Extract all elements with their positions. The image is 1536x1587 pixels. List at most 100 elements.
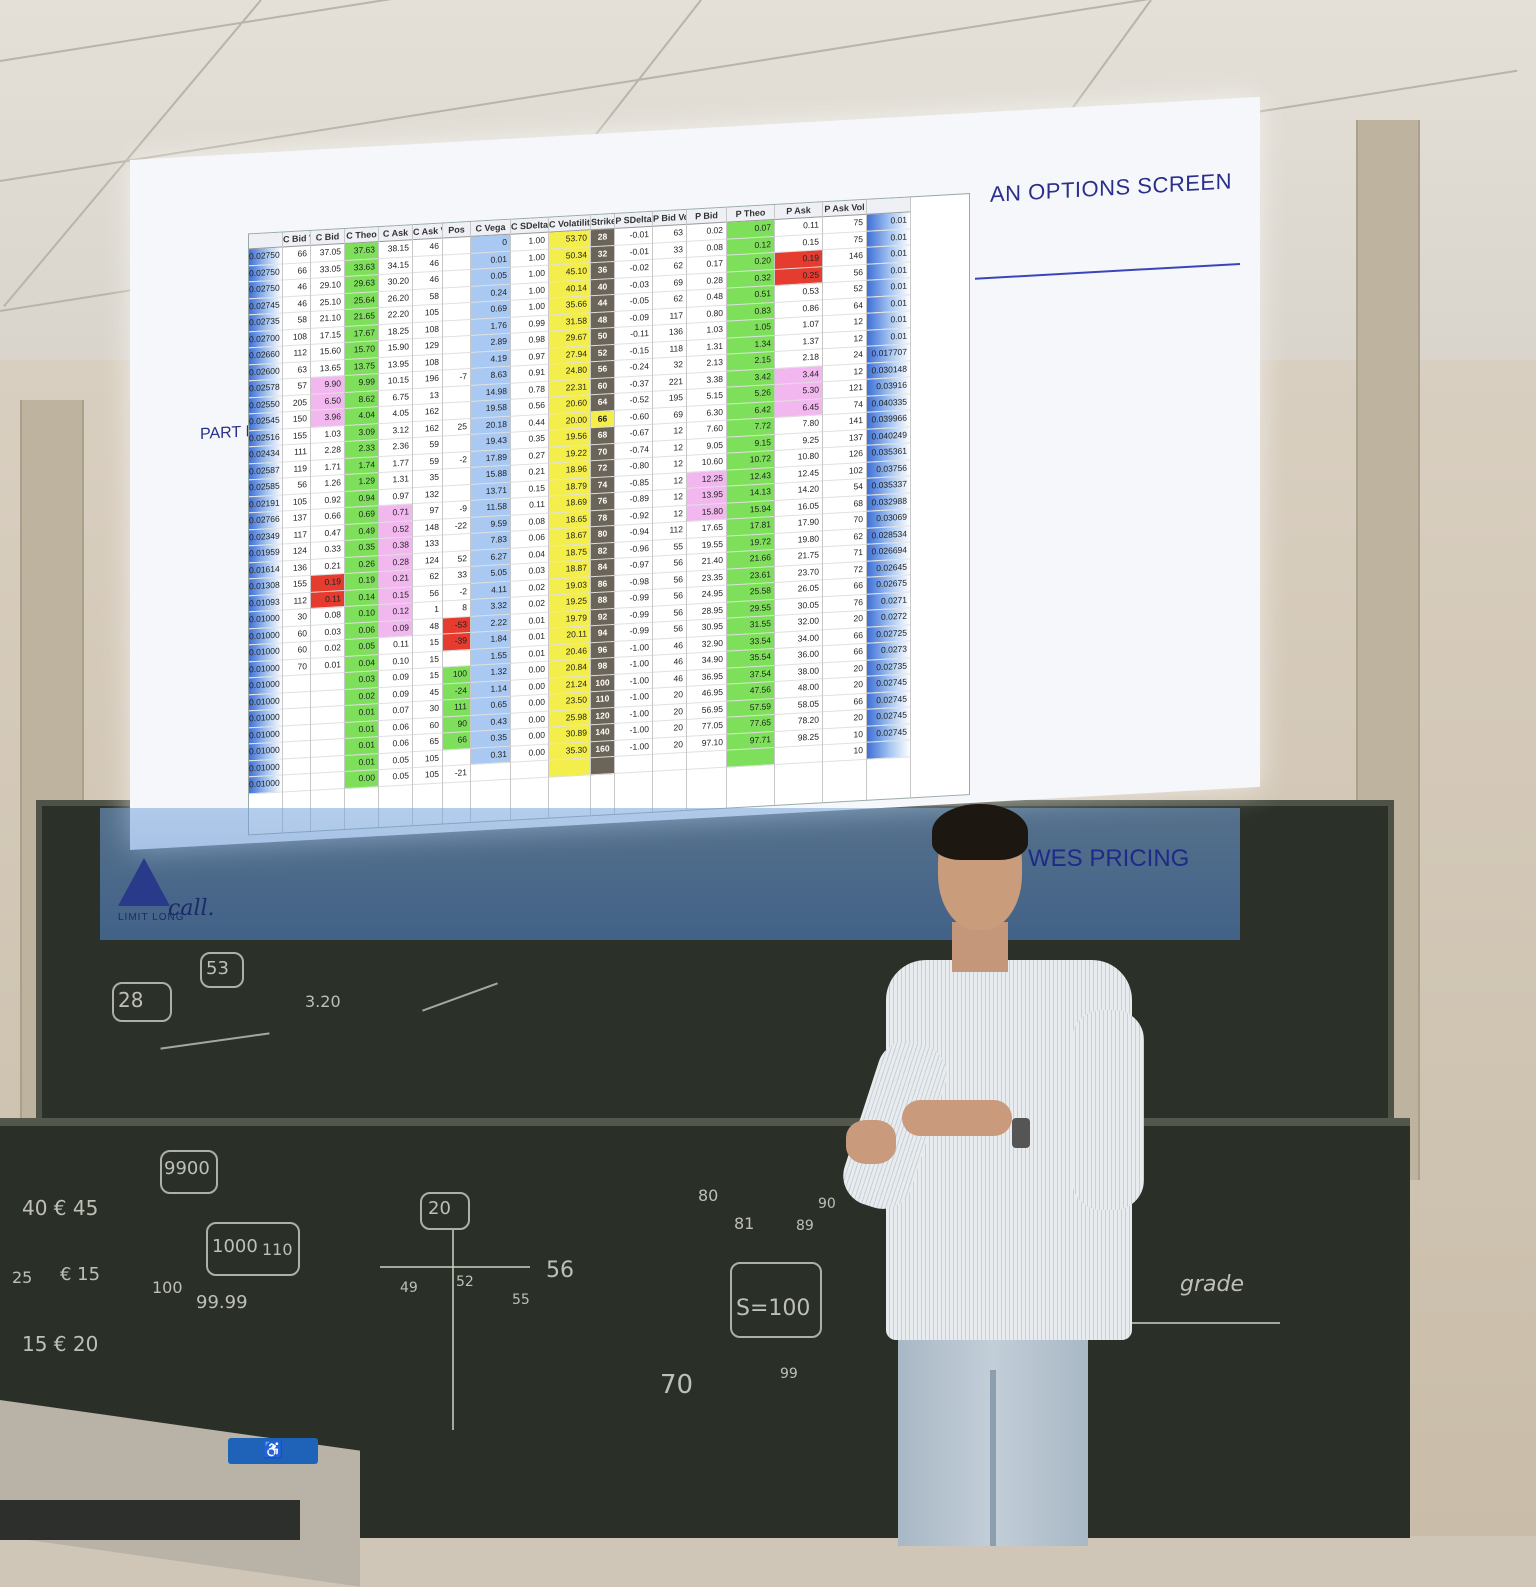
table-cell: 0.10 [379, 652, 412, 672]
table-cell: 0.01000 [249, 709, 282, 728]
table-cell: 1.74 [345, 456, 378, 475]
table-cell: -2 [443, 451, 470, 470]
chalk-note: 100 [152, 1278, 183, 1297]
lecturer-hand-left [846, 1120, 896, 1164]
table-cell [775, 745, 822, 765]
table-cell: 66 [591, 410, 614, 429]
table-column: C Ask 38.15 34.15 30.20 26.20 22.20 18.25 15.90… [379, 225, 413, 828]
table-cell: 0.02766 [249, 511, 282, 530]
table-cell: 0.56 [511, 397, 548, 417]
chalk-note: € 15 [60, 1264, 101, 1285]
table-cell: 0.01 [345, 753, 378, 772]
table-cell [443, 748, 470, 767]
table-cell: 112 [283, 592, 310, 611]
table-cell: 46 [653, 637, 686, 656]
table-cell: 96 [591, 641, 614, 660]
table-cell: 0.08 [311, 607, 344, 626]
table-cell: 0.49 [345, 522, 378, 541]
table-cell: -9 [443, 500, 470, 520]
table-cell: 80 [591, 525, 614, 544]
table-cell: 34.15 [379, 256, 412, 276]
table-column: C Bid Vol6666464658108112635720515015511… [283, 230, 311, 833]
table-cell: -0.99 [615, 589, 652, 609]
table-cell: 0.10 [345, 605, 378, 624]
table-cell [687, 750, 726, 770]
table-cell: 20 [653, 719, 686, 739]
table-cell: 2.28 [311, 442, 344, 461]
table-cell: 13.95 [379, 355, 412, 375]
logo-script-text: call. [168, 896, 215, 921]
table-cell [311, 772, 344, 791]
table-cell: 58 [283, 311, 310, 330]
table-cell: 12 [653, 455, 686, 475]
table-cell: 0.06 [511, 529, 548, 549]
table-cell: 60 [283, 625, 310, 644]
table-cell [443, 302, 470, 322]
table-cell: 13.65 [311, 359, 344, 378]
chalk-note: S=100 [736, 1296, 811, 1321]
chalk-box [160, 1150, 218, 1194]
table-cell: 117 [653, 307, 686, 326]
table-cell: 1.31 [379, 471, 412, 490]
table-cell: 52 [591, 344, 614, 363]
table-cell: 1.00 [511, 298, 548, 318]
chalk-note: grade [1180, 1272, 1244, 1297]
table-cell: 12 [653, 488, 686, 508]
table-cell: 0.02 [311, 640, 344, 659]
table-cell: 60 [413, 717, 442, 736]
table-cell: 1.26 [311, 475, 344, 494]
table-cell: 118 [653, 340, 686, 359]
table-cell: 66 [443, 731, 470, 751]
table-cell [549, 758, 590, 778]
table-cell: 100 [443, 665, 470, 685]
table-cell: 195 [653, 389, 686, 409]
table-cell: 12 [653, 472, 686, 491]
table-cell: 162 [413, 403, 442, 422]
table-cell: 20 [653, 703, 686, 722]
table-column: 0.02750 0.02750 0.02750 0.02745 0.02735 0.027… [249, 232, 283, 835]
chalk-box [206, 1222, 300, 1276]
table-cell: 0.06 [379, 718, 412, 738]
table-cell: 0.02750 [249, 280, 282, 299]
table-cell: 0.01959 [249, 544, 282, 563]
table-cell: 15 [413, 651, 442, 670]
table-cell: 0.02585 [249, 478, 282, 497]
table-cell: 124 [413, 552, 442, 571]
table-cell [283, 724, 310, 743]
table-cell: 59 [413, 453, 442, 472]
table-cell: -1.00 [615, 655, 652, 675]
table-column: P SDelta -0.01 -0.01 -0.02 -0.03 -0.05 -0.09 -0… [615, 211, 653, 814]
logo-triangle-icon [118, 858, 170, 906]
desk-edge [0, 1500, 300, 1540]
table-cell: 0.00 [511, 744, 548, 763]
table-column: C Theo 37.63 33.63 29.63 25.64 21.65 17.67 15.7… [345, 227, 379, 829]
table-cell: 0.01093 [249, 594, 282, 613]
table-cell: 0.06 [379, 735, 412, 754]
table-cell: 56 [283, 476, 310, 495]
table-cell: 46 [283, 295, 310, 314]
table-cell: 0.00 [511, 727, 548, 747]
table-cell: -22 [443, 517, 470, 536]
table-cell: -0.99 [615, 622, 652, 642]
table-cell: 56 [653, 587, 686, 607]
table-cell: 30.20 [379, 273, 412, 292]
table-cell: 94 [591, 624, 614, 643]
table-cell: 0.02191 [249, 495, 282, 514]
table-cell: 15 [413, 634, 442, 653]
table-cell: 0.01000 [249, 775, 282, 794]
table-cell: 86 [591, 575, 614, 594]
table-cell: 57 [283, 377, 310, 396]
table-cell [653, 752, 686, 772]
table-cell: 0.02745 [249, 297, 282, 316]
chalk-note: 1000 [212, 1236, 258, 1257]
table-cell: 9.99 [345, 374, 378, 393]
table-cell: -0.11 [615, 325, 652, 345]
table-cell: -0.02 [615, 259, 652, 279]
table-cell: 12 [653, 505, 686, 524]
slide-title: AN OPTIONS SCREEN [990, 168, 1232, 207]
chalk-box [200, 952, 244, 988]
table-cell [311, 689, 344, 708]
table-cell [443, 269, 470, 289]
table-cell: 196 [413, 370, 442, 389]
table-cell: 0.21 [311, 557, 344, 576]
